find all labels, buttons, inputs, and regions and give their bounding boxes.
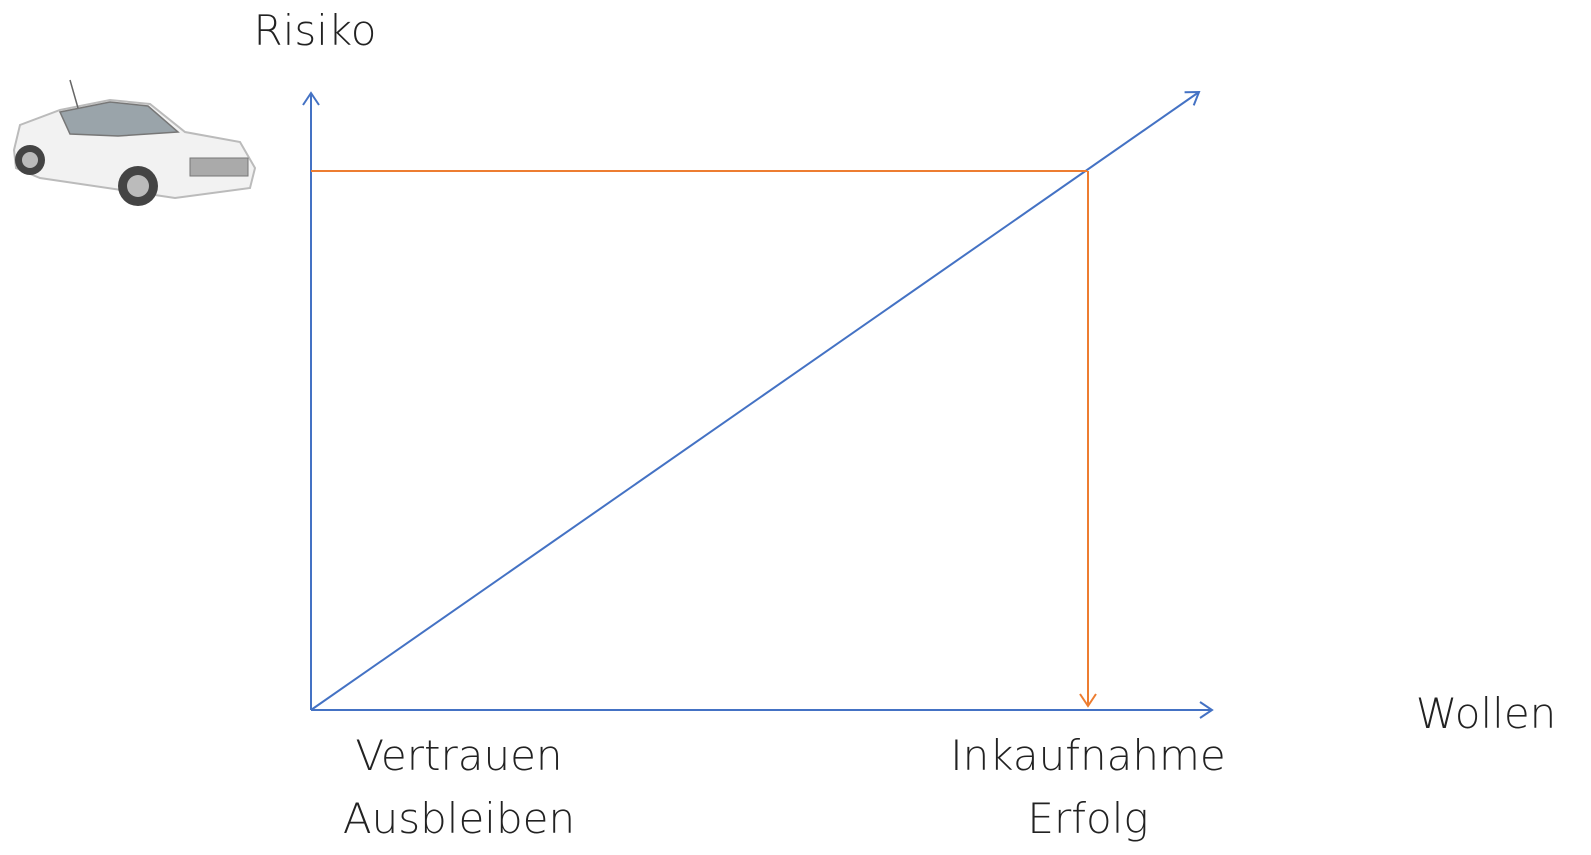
right-label: Inkaufnahme: [950, 731, 1225, 780]
diagonal-line: [311, 92, 1199, 710]
car-image: [0, 78, 268, 220]
left-label: Ausbleiben: [343, 794, 575, 843]
x-axis-label: Wollen: [1416, 689, 1557, 738]
left-label: Vertrauen: [355, 731, 562, 780]
diagram: Risiko Wollen Vertrauen Ausbleiben Inkau…: [0, 0, 1591, 855]
right-label: Erfolg: [1027, 794, 1148, 843]
y-axis-label: Risiko: [254, 6, 377, 55]
